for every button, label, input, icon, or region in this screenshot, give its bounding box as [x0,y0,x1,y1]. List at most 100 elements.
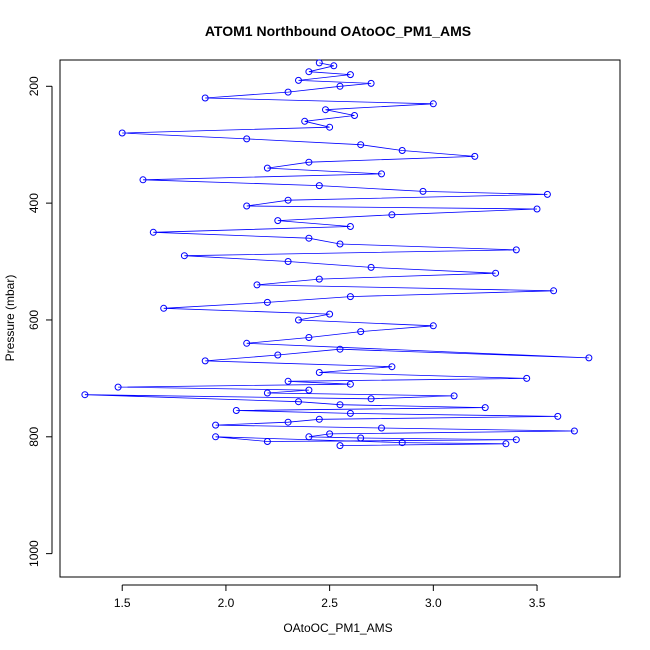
data-point [232,407,240,414]
y-tick-label: 400 [27,193,41,213]
data-point [357,141,365,149]
x-axis: 1.5 2.0 2.5 3.0 3.5 [114,584,546,610]
y-axis: 200 400 600 800 1000 [27,76,53,567]
data-point [160,304,168,312]
data-point [274,351,282,359]
data-point [429,100,437,108]
data-point [139,176,147,184]
data-point [243,339,251,347]
data-point [346,380,354,388]
y-tick-label: 600 [27,310,41,330]
x-tick-label: 3.5 [529,596,546,610]
data-point [114,383,122,391]
data-point [346,223,354,230]
data-point [263,438,271,445]
data-point [315,182,323,190]
data-point [398,439,406,447]
data-point [212,421,220,429]
x-axis-label: OAtoOC_PM1_AMS [283,621,392,635]
data-point [351,112,358,119]
data-point [212,433,220,441]
series-points [81,59,593,450]
data-point [243,202,251,210]
y-axis-label: Pressure (mbar) [3,275,17,362]
data-point [201,94,209,102]
data-point [367,395,375,403]
data-point [336,82,344,90]
data-point [295,316,302,324]
data-point [263,298,271,306]
data-point [378,170,385,178]
data-point [502,440,510,448]
data-point [585,354,593,362]
data-point [305,334,313,341]
data-point [357,328,365,336]
data-point [284,88,292,96]
data-point [419,187,427,195]
data-point [512,246,520,254]
data-point [305,68,313,76]
data-point [367,79,375,87]
data-point [315,369,323,376]
data-point [346,71,354,79]
data-point [274,217,282,225]
data-point [253,281,261,289]
data-point [118,129,126,137]
data-point [284,258,292,265]
y-tick-label: 200 [27,76,41,96]
x-tick-label: 2.5 [321,596,338,610]
data-point [305,234,313,242]
data-point [305,158,313,166]
data-point [543,190,551,198]
data-point [336,442,344,450]
data-point [357,434,365,442]
data-point [429,322,437,330]
data-point [263,389,271,397]
data-point [305,433,313,441]
data-point [284,377,292,385]
data-point [301,117,309,125]
data-point [378,424,385,432]
data-point [322,106,329,114]
series-lines [84,62,589,446]
plot-frame [59,59,621,578]
y-tick-label: 1000 [27,540,41,567]
x-tick-label: 2.0 [218,596,235,610]
data-point [388,363,396,371]
data-point [450,392,458,400]
data-point [284,418,292,426]
data-point [315,59,323,67]
data-point [512,436,520,444]
data-point [336,345,344,353]
data-point [295,398,302,406]
data-point [326,310,334,318]
data-point [570,427,578,435]
data-point [243,135,251,143]
y-tick-label: 800 [27,426,41,446]
data-point [315,415,323,423]
data-point [346,409,354,417]
data-point [336,401,344,409]
data-point [398,147,406,154]
data-point [315,275,323,283]
data-point [263,164,271,172]
data-point [149,228,157,236]
chart-title: ATOM1 Northbound OAtoOC_PM1_AMS [205,23,471,39]
data-point [295,76,302,84]
data-point [305,386,313,394]
data-point [554,412,562,420]
data-point [326,430,334,438]
x-tick-label: 3.0 [425,596,442,610]
data-point [326,123,334,131]
data-point [346,293,354,301]
data-point [492,269,500,277]
data-point [367,263,375,271]
data-point [201,357,209,365]
data-point [180,252,188,260]
data-point [284,196,292,204]
data-point [481,404,489,412]
data-point [81,391,89,399]
data-point [533,205,541,213]
